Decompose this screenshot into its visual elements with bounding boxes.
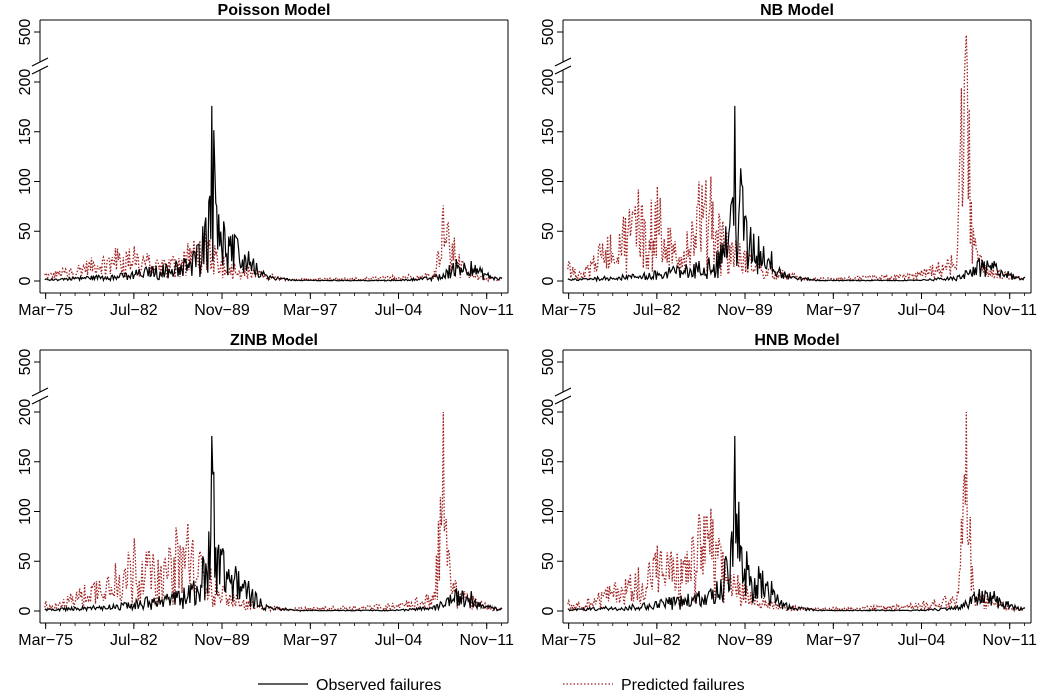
panel-2: NB Model 0 50 100 150 200 500 Mar−75 Jul−82 Nov−8… (540, 2, 1037, 319)
axis-break-mark (554, 395, 572, 405)
y-tick-label: 0 (540, 276, 557, 285)
y-tick-label: 200 (540, 399, 557, 426)
series-predicted-line (567, 35, 1026, 283)
x-tick-label: Mar−75 (18, 632, 73, 649)
axis-break-mark (554, 387, 572, 397)
y-tick-label: 500 (17, 19, 34, 46)
panel-4: HNB Model 0 50 100 150 200 500 Mar−75 Jul−82 Nov−… (540, 332, 1037, 649)
x-tick-label: Nov−89 (194, 302, 250, 319)
axis-break-mark (554, 57, 572, 67)
x-tick-label: Mar−97 (806, 302, 861, 319)
axis-break-mark (31, 387, 49, 397)
x-tick-label: Jul−82 (633, 632, 681, 649)
series-observed-line (567, 435, 1026, 613)
axis-break-mark (554, 65, 572, 75)
y-tick-label: 0 (540, 606, 557, 615)
x-tick-label: Nov−11 (983, 632, 1038, 649)
y-tick-label: 150 (17, 448, 34, 475)
x-tick-label: Jul−04 (375, 302, 423, 319)
y-tick-label: 150 (17, 118, 34, 145)
series-predicted-line (44, 411, 503, 613)
y-tick-label: 0 (17, 606, 34, 615)
series-predicted-line (567, 411, 1026, 613)
y-tick-label: 50 (540, 552, 557, 570)
y-tick-label: 100 (17, 168, 34, 195)
x-tick-label: Mar−97 (806, 632, 861, 649)
y-tick-label: 500 (540, 349, 557, 376)
axis-break-mark (31, 65, 49, 75)
x-tick-label: Jul−82 (633, 302, 681, 319)
y-tick-label: 0 (17, 276, 34, 285)
y-tick-label: 50 (17, 222, 34, 240)
panel-title: ZINB Model (230, 332, 318, 349)
x-tick-label: Nov−89 (717, 302, 773, 319)
series-observed-line (567, 105, 1026, 283)
axis-break-mark (31, 57, 49, 67)
y-tick-label: 100 (540, 498, 557, 525)
panel-title: NB Model (760, 2, 834, 19)
x-tick-label: Nov−89 (194, 632, 250, 649)
legend: Observed failures Predicted failures (258, 677, 745, 694)
x-tick-label: Jul−82 (110, 302, 158, 319)
x-tick-label: Nov−11 (460, 632, 515, 649)
x-tick-label: Mar−75 (18, 302, 73, 319)
y-tick-label: 500 (540, 19, 557, 46)
y-tick-label: 100 (17, 498, 34, 525)
x-tick-label: Nov−89 (717, 632, 773, 649)
y-tick-label: 100 (540, 168, 557, 195)
y-tick-label: 200 (17, 399, 34, 426)
y-tick-label: 200 (540, 69, 557, 96)
series-observed-line (44, 435, 503, 613)
y-tick-label: 150 (540, 448, 557, 475)
panel-1: Poisson Model 0 50 100 150 200 500 Mar−75 Jul−82… (17, 2, 514, 319)
panel-title: HNB Model (754, 332, 839, 349)
x-tick-label: Jul−82 (110, 632, 158, 649)
x-tick-label: Nov−11 (460, 302, 515, 319)
x-tick-label: Mar−75 (541, 302, 596, 319)
axis-break-mark (31, 395, 49, 405)
y-tick-label: 500 (17, 349, 34, 376)
x-tick-label: Jul−04 (375, 632, 423, 649)
y-tick-label: 150 (540, 118, 557, 145)
x-tick-label: Jul−04 (898, 632, 946, 649)
x-tick-label: Nov−11 (983, 302, 1038, 319)
series-observed-line (44, 105, 503, 283)
panel-3: ZINB Model 0 50 100 150 200 500 Mar−75 Jul−82 Nov… (17, 332, 514, 649)
x-tick-label: Mar−75 (541, 632, 596, 649)
x-tick-label: Mar−97 (283, 632, 338, 649)
legend-observed-label: Observed failures (316, 677, 441, 694)
panel-title: Poisson Model (218, 2, 331, 19)
y-tick-label: 50 (540, 222, 557, 240)
y-tick-label: 50 (17, 552, 34, 570)
x-tick-label: Jul−04 (898, 302, 946, 319)
x-tick-label: Mar−97 (283, 302, 338, 319)
y-tick-label: 200 (17, 69, 34, 96)
series-predicted-line (44, 205, 503, 283)
legend-predicted-label: Predicted failures (621, 677, 745, 694)
